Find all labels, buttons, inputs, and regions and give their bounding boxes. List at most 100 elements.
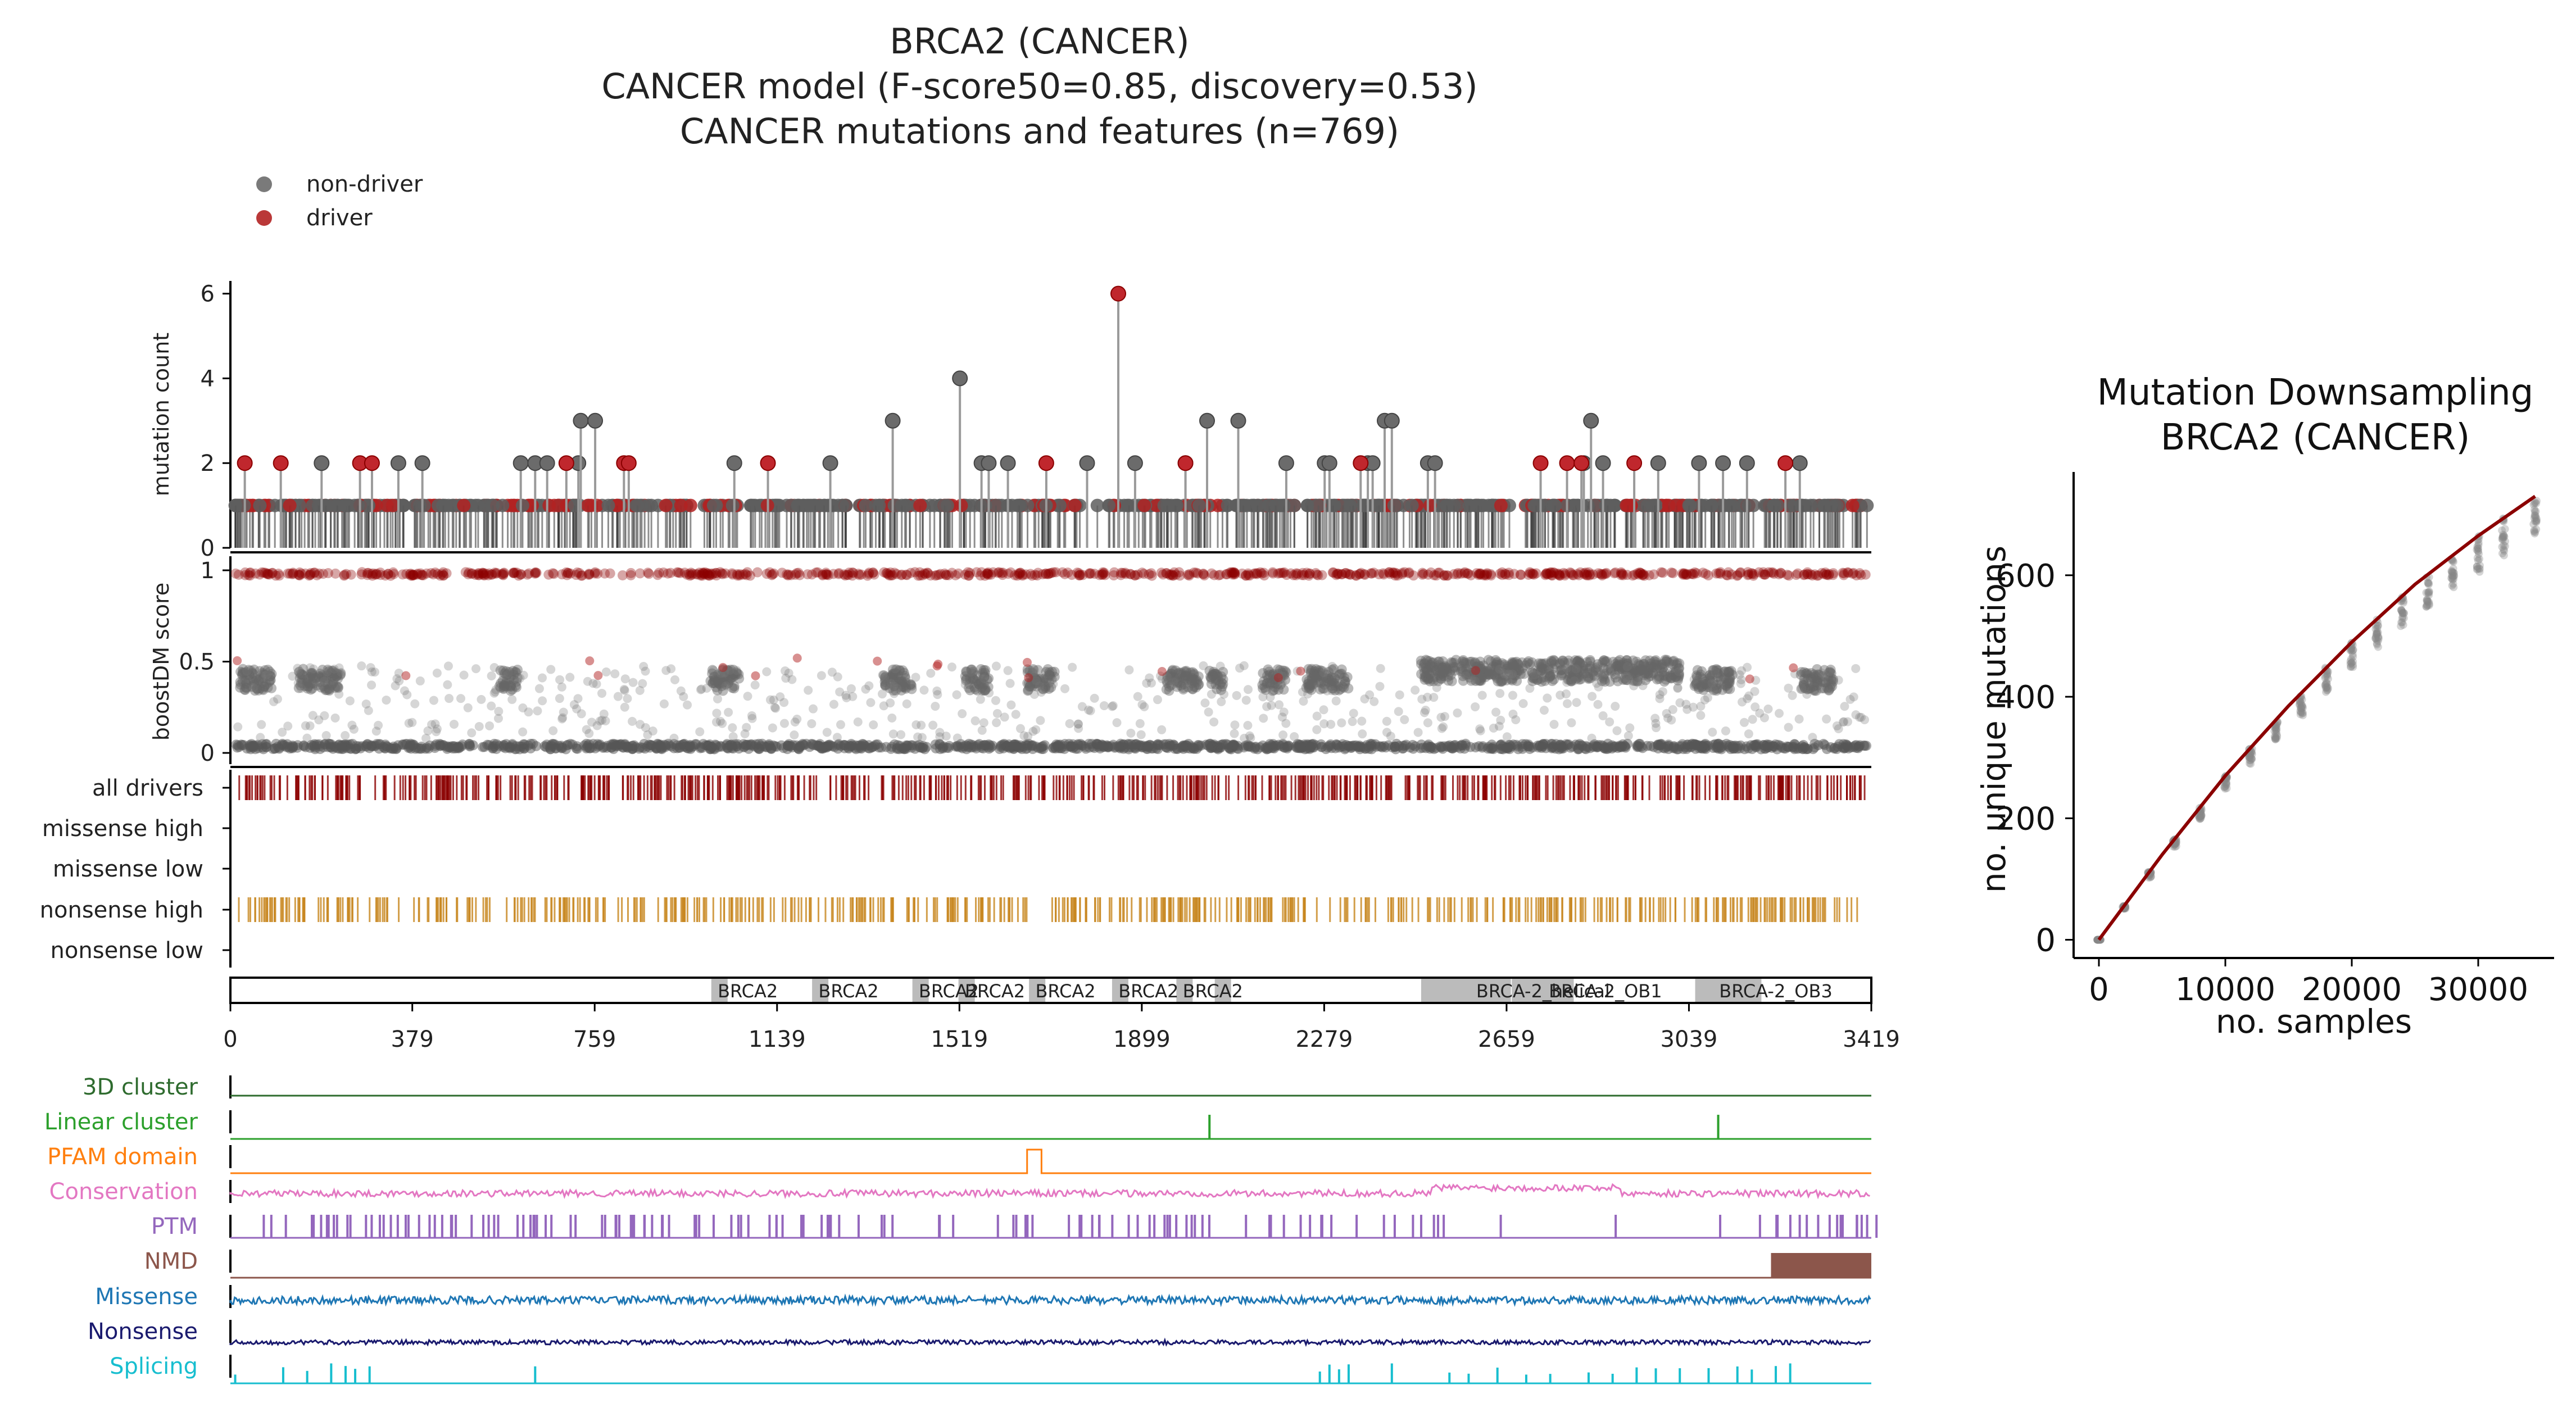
driver-point — [498, 569, 509, 580]
non-driver-point — [640, 743, 650, 754]
non-driver-point — [1455, 743, 1466, 754]
non-driver-point — [1799, 742, 1809, 752]
driver-point — [1063, 567, 1073, 578]
non-driver-point — [496, 498, 510, 512]
non-driver-point — [311, 498, 325, 512]
driver-point — [1839, 570, 1849, 580]
non-driver-point — [1739, 455, 1755, 471]
non-driver-point — [766, 743, 777, 754]
non-driver-point — [813, 740, 824, 751]
driver-point — [339, 570, 350, 580]
non-driver-point — [628, 678, 638, 687]
non-driver-point — [1583, 412, 1599, 429]
driver-point — [683, 498, 697, 512]
driver-point — [1110, 285, 1126, 302]
non-driver-point — [229, 498, 243, 512]
non-driver-point — [1616, 742, 1627, 752]
non-driver-point — [1346, 498, 1360, 512]
non-driver-point — [1322, 742, 1333, 753]
non-driver-point — [1681, 744, 1692, 755]
panel-mutation-count: 0 2 4 6 mutation count — [149, 281, 1874, 561]
non-driver-point — [1095, 743, 1105, 753]
non-driver-point — [885, 412, 901, 429]
non-driver-point — [1776, 742, 1787, 753]
non-driver-point — [712, 685, 723, 696]
legend-marker-non-driver — [256, 176, 272, 192]
non-driver-point — [314, 455, 330, 471]
non-driver-point — [414, 455, 430, 471]
driver-point — [1559, 455, 1575, 471]
non-driver-point — [1767, 498, 1781, 512]
non-driver-point — [631, 498, 645, 512]
non-driver-point — [1587, 733, 1597, 743]
driver-point — [233, 569, 244, 580]
driver-point — [1573, 455, 1590, 471]
non-driver-point — [1724, 678, 1735, 688]
non-driver-point — [436, 498, 450, 512]
y-tick-label: 0.5 — [179, 650, 215, 675]
non-driver-point — [407, 498, 421, 512]
non-driver-point — [1303, 664, 1314, 674]
non-driver-point — [989, 498, 1003, 512]
non-driver-point — [886, 743, 896, 754]
non-driver-point — [729, 683, 740, 694]
driver-point — [1802, 567, 1813, 578]
non-driver-point — [726, 455, 742, 471]
non-driver-point — [919, 685, 929, 695]
driver-point — [1793, 568, 1803, 579]
non-driver-point — [1384, 412, 1400, 429]
driver-point — [1529, 569, 1539, 580]
non-driver-point — [1600, 498, 1614, 512]
non-driver-point — [1471, 498, 1485, 512]
driver-point — [659, 498, 673, 512]
driver-point — [589, 568, 600, 579]
non-driver-point — [1447, 498, 1461, 512]
non-driver-point — [257, 720, 266, 729]
driver-point — [1137, 498, 1151, 512]
driver-point — [1573, 570, 1584, 580]
driver-point — [1668, 568, 1679, 579]
non-driver-point — [1180, 740, 1191, 751]
driver-point — [738, 569, 749, 580]
non-driver-point — [482, 739, 493, 750]
non-driver-point — [464, 739, 475, 750]
non-driver-point — [1421, 743, 1431, 753]
non-driver-point — [390, 455, 406, 471]
driver-point — [847, 570, 858, 581]
non-driver-point — [1432, 666, 1443, 677]
non-driver-point — [1477, 741, 1488, 752]
non-driver-point — [1715, 455, 1731, 471]
non-driver-point — [1817, 498, 1831, 512]
driver-point — [674, 498, 688, 512]
driver-point — [542, 498, 556, 512]
driver-point — [330, 568, 341, 579]
non-driver-point — [486, 498, 500, 512]
non-driver-point — [1012, 739, 1022, 750]
non-driver-point — [330, 498, 344, 512]
driver-point — [913, 498, 927, 512]
y-tick-label: 6 — [201, 282, 215, 307]
driver-point — [1368, 567, 1379, 578]
non-driver-point — [1269, 498, 1283, 512]
non-driver-point — [659, 739, 670, 750]
non-driver-point — [822, 455, 838, 471]
non-driver-point — [1192, 498, 1206, 512]
driver-point — [1452, 569, 1463, 580]
driver-point — [1291, 568, 1301, 579]
non-driver-point — [1712, 742, 1723, 753]
driver-point — [1860, 569, 1871, 580]
driver-point — [698, 567, 709, 578]
non-driver-point — [417, 498, 431, 512]
title-line-2: CANCER model (F-score50=0.85, discovery=… — [601, 66, 1477, 107]
non-driver-point — [366, 741, 377, 752]
non-driver-point — [1650, 455, 1666, 471]
non-driver-point — [981, 455, 997, 471]
non-driver-point — [1656, 659, 1667, 670]
non-driver-point — [1321, 455, 1337, 471]
driver-point — [1221, 569, 1232, 579]
non-driver-point — [791, 740, 801, 751]
non-driver-point — [690, 739, 701, 750]
non-driver-point — [1157, 725, 1167, 734]
non-driver-point — [1482, 665, 1493, 676]
